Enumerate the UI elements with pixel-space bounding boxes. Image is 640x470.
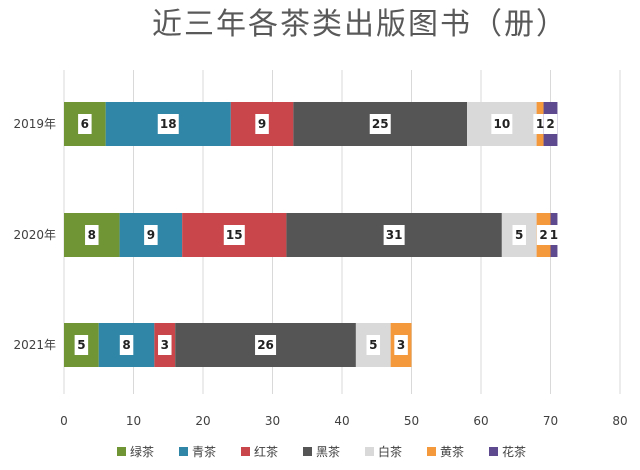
x-tick-label: 0 [60, 414, 68, 428]
legend-swatch [179, 447, 188, 456]
data-label: 5 [369, 338, 377, 352]
data-label-box [223, 225, 245, 245]
data-label-box [255, 335, 277, 355]
data-label: 2 [539, 228, 547, 242]
data-label: 2 [546, 117, 554, 131]
x-tick-label: 80 [612, 414, 627, 428]
data-label-box [533, 114, 547, 134]
data-label: 18 [160, 117, 177, 131]
data-label: 9 [258, 117, 266, 131]
legend-label: 绿茶 [130, 444, 154, 459]
legend-label: 花茶 [502, 444, 526, 459]
data-label-box [158, 335, 172, 355]
legend-label: 红茶 [254, 444, 278, 459]
data-label-box [543, 114, 558, 134]
data-label-box [512, 225, 526, 245]
data-label: 9 [147, 228, 155, 242]
legend-label: 黄茶 [440, 444, 464, 459]
x-tick-label: 50 [404, 414, 419, 428]
data-label-box [547, 225, 561, 245]
data-label: 5 [515, 228, 523, 242]
data-label-box [119, 335, 134, 355]
x-axis: 0 10 20 30 40 50 60 70 80 [60, 414, 627, 428]
x-tick-label: 30 [265, 414, 280, 428]
data-label-box [369, 114, 391, 134]
data-label: 6 [81, 117, 89, 131]
data-label-box [74, 335, 89, 355]
legend-swatch [365, 447, 374, 456]
data-label: 1 [536, 117, 544, 131]
data-label-box [85, 225, 99, 245]
legend-swatch [117, 447, 126, 456]
x-tick-label: 20 [195, 414, 210, 428]
legend-swatch [303, 447, 312, 456]
x-tick-label: 60 [473, 414, 488, 428]
data-label: 1 [550, 228, 558, 242]
data-label: 8 [88, 228, 96, 242]
legend-swatch [489, 447, 498, 456]
data-label-box [394, 335, 408, 355]
legend-swatch [241, 447, 250, 456]
data-label: 15 [226, 228, 243, 242]
x-tick-label: 40 [334, 414, 349, 428]
data-label-box [383, 225, 405, 245]
legend: 绿茶 青茶 红茶 黑茶 白茶 黄茶 花茶 [117, 444, 526, 459]
data-label: 5 [77, 338, 85, 352]
data-label-box [366, 335, 381, 355]
data-label: 26 [257, 338, 274, 352]
data-label-box [78, 114, 92, 134]
data-label: 10 [493, 117, 510, 131]
data-label: 8 [122, 338, 130, 352]
category-label: 2021年 [13, 338, 56, 352]
data-label: 25 [372, 117, 389, 131]
data-label-box [157, 114, 179, 134]
category-label: 2020年 [13, 228, 56, 242]
data-label-box [144, 225, 158, 245]
chart-title: 近三年各茶类出版图书（册） [152, 7, 568, 42]
legend-swatch [427, 447, 436, 456]
y-axis: 2019年 2020年 2021年 [13, 117, 56, 352]
x-tick-label: 70 [543, 414, 558, 428]
data-label-box [536, 225, 551, 245]
bars: 6 18 9 25 10 1 28 9 15 31 5 2 15 8 3 26 5 3 [64, 102, 561, 367]
legend-label: 白茶 [378, 444, 402, 459]
data-label: 3 [397, 338, 405, 352]
x-tick-label: 10 [126, 414, 141, 428]
legend-label: 青茶 [192, 444, 216, 459]
data-label: 31 [386, 228, 403, 242]
legend-label: 黑茶 [316, 444, 340, 459]
data-label-box [255, 114, 269, 134]
data-label-box [491, 114, 513, 134]
category-label: 2019年 [13, 117, 56, 131]
data-label: 3 [161, 338, 169, 352]
